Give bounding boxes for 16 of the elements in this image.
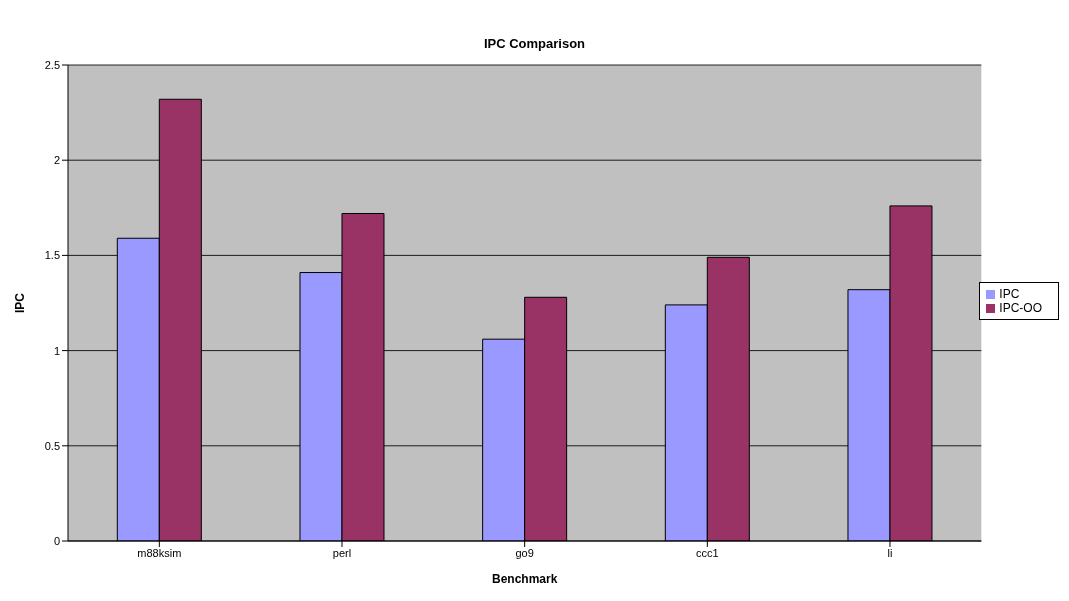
x-tick-label: go9 [515,546,534,559]
x-tick-label: perl [332,546,352,559]
legend-label: IPC-OO [999,300,1042,315]
y-tick-label: 1 [53,344,60,357]
legend-label: IPC [999,286,1020,301]
x-tick-label: m88ksim [137,546,182,559]
y-tick-label: 2.5 [44,58,60,71]
x-axis-title: Benchmark [491,572,558,586]
y-axis-title: IPC [13,292,28,314]
y-tick-label: 0.5 [44,439,60,452]
y-tick-label: 2 [53,154,60,167]
chart-title: IPC Comparison [482,36,587,51]
y-tick-label: 1.5 [44,249,60,262]
x-tick-label: li [887,546,893,559]
y-tick-label: 0 [53,534,60,547]
x-tick-label: ccc1 [696,546,719,559]
